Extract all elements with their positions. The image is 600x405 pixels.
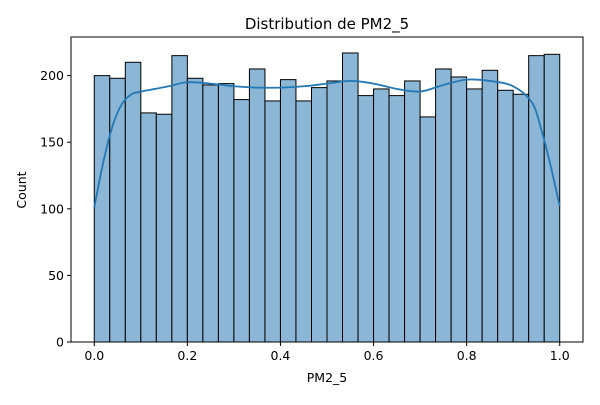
histogram-bar — [155, 113, 173, 343]
histogram-bar — [373, 88, 390, 343]
y-tick-label: 100 — [40, 201, 64, 216]
x-tick-label: 0.8 — [457, 348, 477, 363]
plot-frame — [70, 36, 584, 343]
histogram-bar — [186, 77, 204, 343]
histogram-bar — [435, 68, 452, 343]
y-tick-label: 150 — [40, 135, 64, 150]
x-tick-label: 0.0 — [84, 348, 104, 363]
x-axis-ticks: 0.0 0.2 0.4 0.6 0.8 1.0 — [84, 342, 570, 363]
histogram-bar — [279, 79, 297, 343]
histogram-bar — [326, 80, 343, 343]
y-tick-label: 50 — [48, 268, 64, 283]
histogram-bar — [171, 55, 188, 343]
y-tick-label: 0 — [56, 335, 64, 350]
kde-line — [93, 78, 561, 208]
histogram-bar — [497, 89, 514, 343]
histogram-bar — [248, 68, 266, 343]
histogram-bar — [140, 112, 157, 343]
histogram-bar — [419, 116, 437, 343]
x-tick-label: 1.0 — [550, 348, 570, 363]
histogram-bar — [512, 93, 530, 343]
histogram-bar — [217, 83, 235, 343]
histogram-bar — [357, 95, 375, 343]
histogram-bar — [202, 84, 219, 343]
histogram-bar — [295, 100, 313, 343]
chart-title: Distribution de PM2_5 — [245, 15, 409, 34]
kde-layer — [93, 78, 561, 208]
y-axis-ticks: 0 50 100 150 200 — [40, 68, 71, 350]
histogram-bar — [311, 87, 328, 343]
y-axis-label: Count — [14, 171, 29, 208]
x-axis-label: PM2_5 — [307, 370, 347, 385]
histogram-bar — [93, 75, 111, 343]
histogram-bar — [109, 77, 126, 343]
histogram-bar — [233, 99, 250, 343]
histogram-bar — [450, 76, 468, 343]
axes — [70, 36, 584, 343]
histogram-bar — [528, 55, 545, 343]
y-tick-label: 200 — [40, 68, 64, 83]
histogram-bars — [93, 52, 561, 343]
x-tick-label: 0.4 — [271, 348, 291, 363]
histogram-bar — [481, 69, 499, 343]
x-tick-label: 0.6 — [364, 348, 384, 363]
histogram-bar — [264, 100, 281, 343]
histogram-bar — [388, 95, 406, 343]
x-tick-label: 0.2 — [177, 348, 197, 363]
histogram-bar — [124, 61, 142, 343]
histogram-bar — [466, 88, 483, 343]
histogram-bar — [404, 80, 421, 343]
histogram-bar — [341, 52, 359, 343]
